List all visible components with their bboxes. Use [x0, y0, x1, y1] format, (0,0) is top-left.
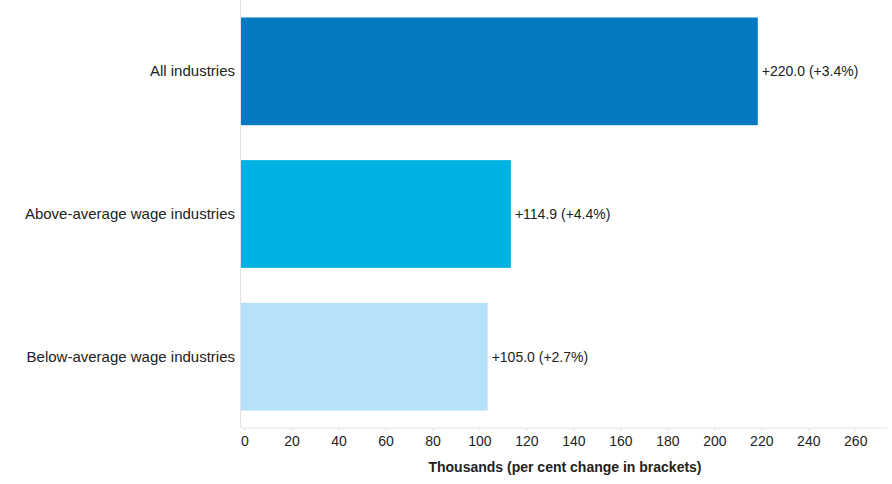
bar — [241, 160, 511, 268]
x-tick — [573, 428, 574, 431]
x-tick — [338, 428, 339, 431]
bar — [241, 303, 488, 411]
data-label: +220.0 (+3.4%) — [762, 63, 859, 79]
category-label: Above-average wage industries — [25, 205, 235, 222]
x-tick-label: 160 — [609, 433, 633, 449]
x-tick — [761, 428, 762, 431]
x-tick-label: 220 — [750, 433, 774, 449]
x-tick-label: 60 — [378, 433, 394, 449]
x-tick-label: 200 — [703, 433, 727, 449]
chart-svg: 0 20 40 60 80 100 120 140 160 180 200 220 240 260 Thou… — [0, 0, 892, 484]
x-tick — [479, 428, 480, 431]
x-tick — [855, 428, 856, 431]
bar — [241, 17, 758, 125]
x-axis-title: Thousands (per cent change in brackets) — [428, 459, 701, 475]
chart-container: 0 20 40 60 80 100 120 140 160 180 200 220 240 260 Thou… — [0, 0, 892, 484]
x-tick-label: 40 — [331, 433, 347, 449]
x-tick — [385, 428, 386, 431]
x-tick-label: 20 — [284, 433, 300, 449]
x-tick — [620, 428, 621, 431]
x-tick — [808, 428, 809, 431]
x-tick — [245, 428, 246, 431]
data-label: +114.9 (+4.4%) — [515, 206, 610, 222]
x-tick — [432, 428, 433, 431]
x-tick-label: 120 — [515, 433, 539, 449]
x-tick — [526, 428, 527, 431]
y-axis-line — [240, 0, 241, 428]
x-tick — [291, 428, 292, 431]
x-axis-line — [241, 428, 887, 429]
bars — [241, 17, 758, 410]
x-tick-label: 80 — [425, 433, 441, 449]
x-tick-label: 0 — [241, 433, 249, 449]
x-tick — [667, 428, 668, 431]
x-tick-label: 240 — [797, 433, 821, 449]
x-tick-label: 140 — [562, 433, 586, 449]
x-tick-label: 180 — [656, 433, 680, 449]
category-label: Below-average wage industries — [27, 348, 235, 365]
x-tick-label: 260 — [844, 433, 868, 449]
x-tick-label: 100 — [468, 433, 492, 449]
data-label: +105.0 (+2.7%) — [492, 349, 589, 365]
x-tick — [714, 428, 715, 431]
category-label: All industries — [150, 62, 235, 79]
